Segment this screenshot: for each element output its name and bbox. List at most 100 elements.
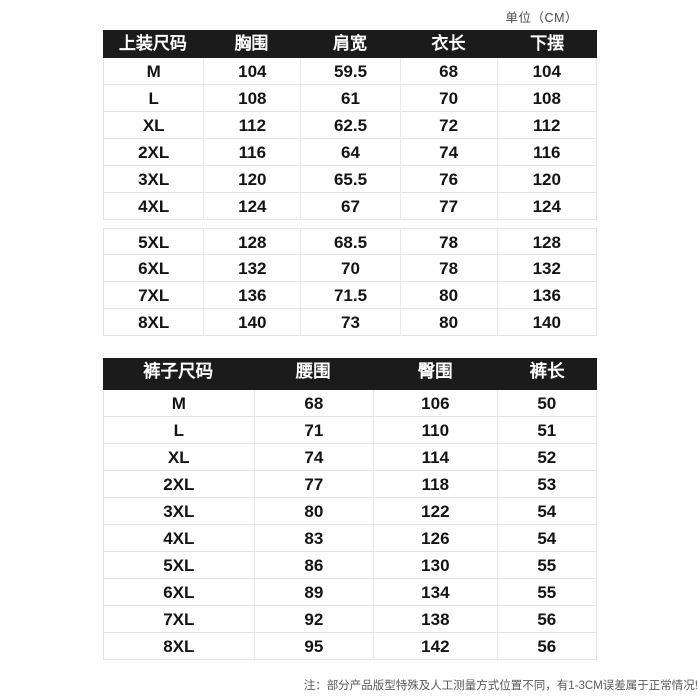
- table-row: 8XL 140 73 80 140: [103, 309, 597, 336]
- table-cell: L: [173, 421, 184, 440]
- table-cell: 78: [399, 255, 497, 282]
- table-cell: 68.5: [300, 229, 399, 256]
- table-row: 4XL 83 126 54: [103, 525, 597, 552]
- table-cell: M: [171, 394, 186, 413]
- table-cell: 134: [373, 579, 496, 606]
- table-cell: 3XL: [163, 502, 195, 521]
- table-cell: 68: [399, 58, 497, 85]
- table-cell: 3XL: [138, 170, 170, 189]
- table-cell: 120: [203, 166, 300, 193]
- table-cell: 71.5: [300, 282, 399, 309]
- table-cell: 140: [203, 309, 300, 336]
- table-cell: 130: [373, 552, 496, 579]
- table-cell: 80: [399, 282, 497, 309]
- table-row: 5XL 86 130 55: [103, 552, 597, 579]
- table-row: L 108 61 70 108: [103, 85, 597, 112]
- tops-header-length: 衣长: [431, 34, 466, 53]
- table-row: XL 112 62.5 72 112: [103, 112, 597, 139]
- table-cell: 140: [496, 309, 596, 336]
- table-row: 7XL 92 138 56: [103, 606, 597, 633]
- table-cell: 7XL: [138, 286, 170, 305]
- table-cell: 77: [253, 471, 374, 498]
- table-cell: 78: [399, 229, 497, 256]
- table-cell: 7XL: [163, 610, 195, 629]
- table-cell: 108: [496, 85, 596, 112]
- table-row: 6XL 89 134 55: [103, 579, 597, 606]
- table-cell: 108: [203, 85, 300, 112]
- unit-label: 单位（CM）: [505, 11, 578, 25]
- table-row: 4XL 124 67 77 124: [103, 193, 597, 220]
- table-cell: 132: [496, 255, 596, 282]
- table-cell: 70: [399, 85, 497, 112]
- table-cell: 120: [496, 166, 596, 193]
- table-cell: 50: [496, 390, 596, 417]
- table-cell: 142: [373, 633, 496, 660]
- table-cell: 56: [496, 633, 596, 660]
- table-cell: 6XL: [163, 583, 195, 602]
- table-cell: 116: [496, 139, 596, 166]
- tops-table-body: M 104 59.5 68 104 L 108 61 70 108 XL 112 62.5 72 112 2X…: [103, 58, 597, 336]
- table-cell: 2XL: [138, 143, 170, 162]
- table-row: 6XL 132 70 78 132: [103, 255, 597, 282]
- table-row: L 71 110 51: [103, 417, 597, 444]
- table-row: 2XL 77 118 53: [103, 471, 597, 498]
- table-cell: 64: [300, 139, 399, 166]
- table-cell: 83: [253, 525, 374, 552]
- table-cell: 56: [496, 606, 596, 633]
- pants-table-header: 裤子尺码 腰围 臀围 裤长: [103, 358, 597, 390]
- table-cell: 136: [203, 282, 300, 309]
- table-cell: 86: [253, 552, 374, 579]
- table-row: 3XL 120 65.5 76 120: [103, 166, 597, 193]
- table-cell: 5XL: [163, 556, 195, 575]
- table-cell: 59.5: [300, 58, 399, 85]
- table-cell: 70: [300, 255, 399, 282]
- table-cell: L: [148, 89, 159, 108]
- pants-header-length: 裤长: [529, 361, 565, 381]
- measurement-disclaimer-note: 注：部分产品版型特殊及人工测量方式位置不同，有1-3CM误差属于正常情况!: [303, 680, 698, 692]
- table-cell: 6XL: [138, 259, 170, 278]
- table-cell: 116: [203, 139, 300, 166]
- table-cell: 71: [253, 417, 374, 444]
- table-cell: 122: [373, 498, 496, 525]
- pants-header-size: 裤子尺码: [143, 361, 214, 381]
- table-cell: 2XL: [163, 475, 195, 494]
- table-cell: 112: [496, 112, 596, 139]
- table-cell: 54: [496, 525, 596, 552]
- table-cell: 8XL: [138, 313, 170, 332]
- table-cell: 65.5: [300, 166, 399, 193]
- tops-header-hem: 下摆: [530, 34, 565, 53]
- table-cell: 51: [496, 417, 596, 444]
- table-row: 3XL 80 122 54: [103, 498, 597, 525]
- table-cell: 114: [373, 444, 496, 471]
- table-row: M 68 106 50: [103, 390, 597, 417]
- pants-header-waist: 腰围: [295, 361, 331, 381]
- table-cell: 80: [399, 309, 497, 336]
- table-cell: 52: [496, 444, 596, 471]
- table-row: XL 74 114 52: [103, 444, 597, 471]
- table-cell: 95: [253, 633, 374, 660]
- table-cell: 126: [373, 525, 496, 552]
- tops-size-table: 上装尺码 胸围 肩宽 衣长 下摆 M 104 59.5 68 104 L 108 61 70 10…: [103, 30, 597, 336]
- table-cell: 124: [496, 193, 596, 220]
- table-cell: 8XL: [163, 637, 195, 656]
- tops-header-shoulder: 肩宽: [332, 34, 367, 53]
- table-cell: 68: [253, 390, 374, 417]
- table-cell: 55: [496, 552, 596, 579]
- tops-table-header: 上装尺码 胸围 肩宽 衣长 下摆: [103, 30, 597, 58]
- table-cell: 55: [496, 579, 596, 606]
- table-row: 8XL 95 142 56: [103, 633, 597, 660]
- pants-size-table: 裤子尺码 腰围 臀围 裤长 M 68 106 50 L 71 110 51 XL 74 114 52 2…: [103, 358, 597, 660]
- table-cell: 4XL: [138, 197, 170, 216]
- table-cell: 80: [253, 498, 374, 525]
- table-cell: 89: [253, 579, 374, 606]
- table-cell: 4XL: [163, 529, 195, 548]
- table-cell: 112: [203, 112, 300, 139]
- table-cell: 54: [496, 498, 596, 525]
- pants-table-body: M 68 106 50 L 71 110 51 XL 74 114 52 2XL 77 118 53 3XL 80…: [103, 390, 597, 660]
- table-cell: 118: [373, 471, 496, 498]
- table-cell: 136: [496, 282, 596, 309]
- table-row: M 104 59.5 68 104: [103, 58, 597, 85]
- table-row: 7XL 136 71.5 80 136: [103, 282, 597, 309]
- table-cell: 62.5: [300, 112, 399, 139]
